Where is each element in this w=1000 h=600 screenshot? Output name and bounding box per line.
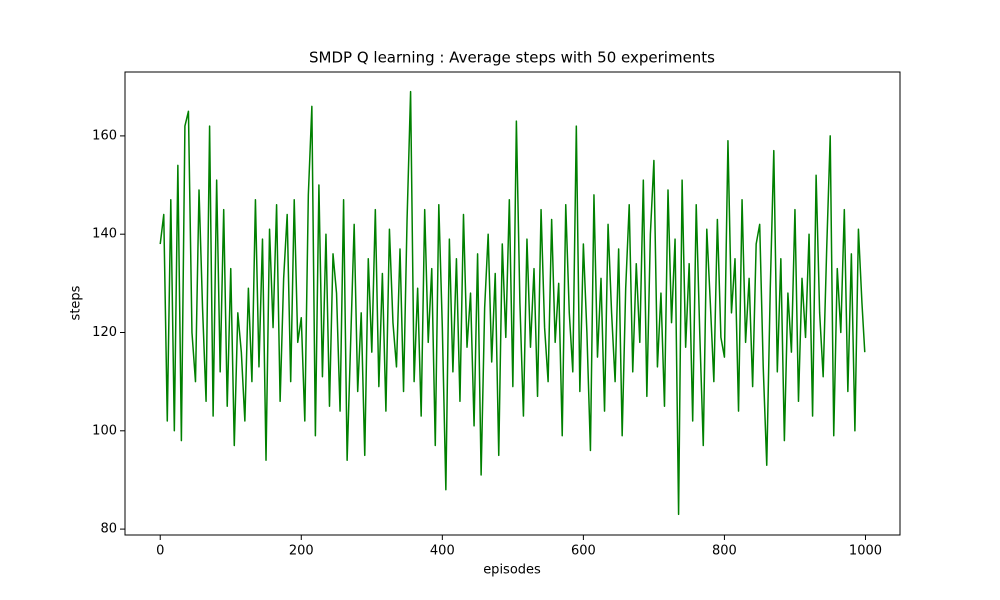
x-tick-label: 800 [712,544,737,559]
y-tick-label: 100 [92,423,117,438]
x-tick-label: 1000 [849,544,882,559]
y-axis-label: steps [69,285,84,320]
data-line [159,90,866,516]
x-tick-label: 200 [289,544,314,559]
x-axis-label: episodes [483,563,541,578]
x-tick-label: 400 [430,544,455,559]
chart-title: SMDP Q learning : Average steps with 50 … [309,49,715,67]
y-tick-label: 120 [92,325,117,340]
y-tick-label: 160 [92,128,117,143]
y-tick-label: 140 [92,227,117,242]
y-tick-label: 80 [100,522,117,537]
x-tick-label: 0 [156,544,164,559]
plot-frame [124,71,901,536]
x-tick-label: 600 [571,544,596,559]
